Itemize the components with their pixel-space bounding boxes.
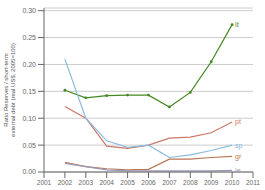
svg-text:2001: 2001 [37,179,52,186]
svg-text:sp: sp [235,142,243,150]
svg-text:0.30: 0.30 [22,7,36,14]
svg-text:2002: 2002 [58,179,73,186]
svg-text:2008: 2008 [183,179,198,186]
svg-text:gr: gr [235,153,242,161]
svg-text:2006: 2006 [141,179,156,186]
svg-text:2011: 2011 [246,179,257,186]
svg-text:2010: 2010 [225,179,240,186]
svg-text:0.10: 0.10 [22,115,36,122]
svg-text:2009: 2009 [204,179,219,186]
svg-text:2004: 2004 [99,179,114,186]
svg-text:0.15: 0.15 [22,88,36,95]
svg-text:ie: ie [235,167,241,174]
svg-text:2003: 2003 [79,179,94,186]
svg-text:0.05: 0.05 [22,142,36,149]
svg-text:it: it [235,21,239,28]
svg-text:0.20: 0.20 [22,61,36,68]
svg-text:0.00: 0.00 [22,168,36,175]
svg-text:pt: pt [235,118,241,126]
svg-text:2007: 2007 [162,179,177,186]
svg-text:Ratio Reserves / short-termext: Ratio Reserves / short-termexternal debt… [8,43,16,137]
svg-text:2005: 2005 [120,179,135,186]
svg-text:0.25: 0.25 [22,34,36,41]
